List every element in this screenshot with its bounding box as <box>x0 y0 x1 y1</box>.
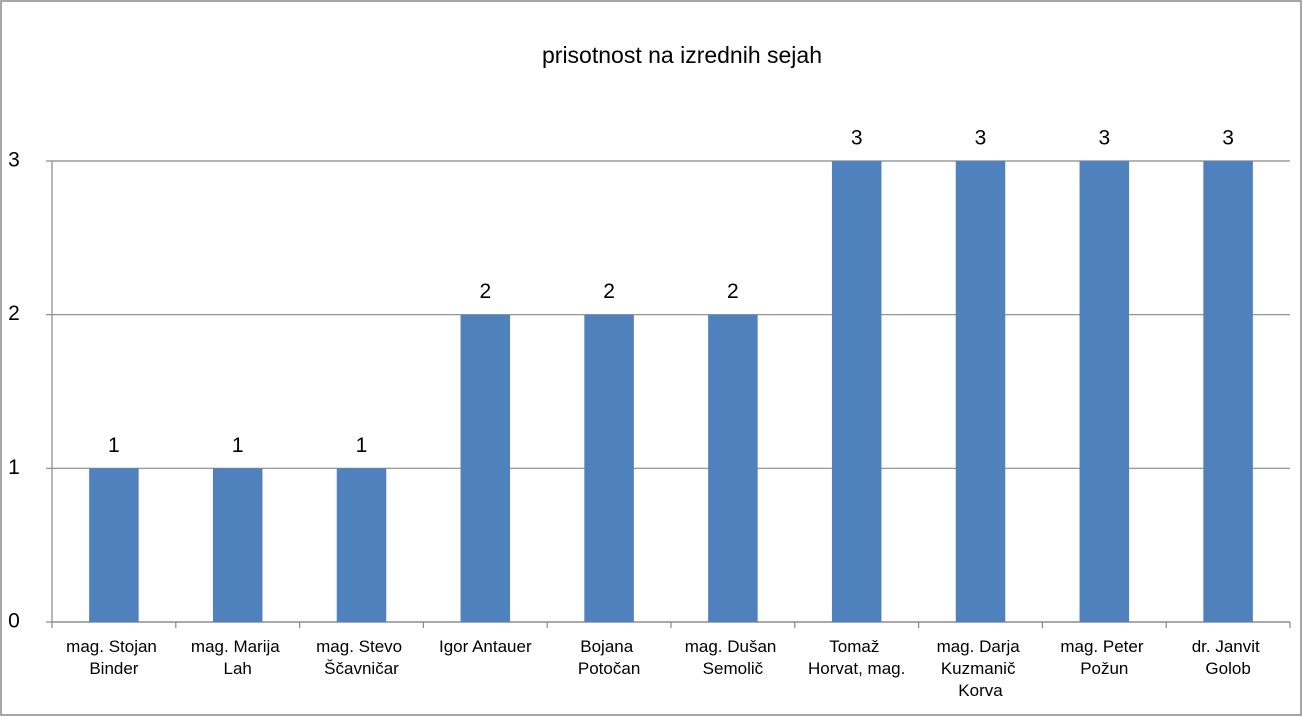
bar <box>89 468 139 622</box>
bar <box>584 314 634 622</box>
bar <box>212 468 263 622</box>
x-tick-label: mag. Dušan Semolič <box>685 637 781 678</box>
x-tick-label: mag. Marija Lah <box>191 637 285 678</box>
x-tick-label: Tomaž Horvat, mag. <box>808 637 905 678</box>
bar <box>336 468 387 622</box>
x-tick-label: Bojana Potočan <box>578 637 640 678</box>
data-label: 2 <box>479 280 491 303</box>
bar <box>708 314 758 622</box>
y-tick-label: 3 <box>8 149 20 172</box>
bar <box>1079 161 1130 622</box>
x-tick-label: dr. Janvit Golob <box>1192 637 1265 678</box>
x-tick-label: mag. Darja Kuzmanič Korva <box>937 637 1025 700</box>
bar <box>1203 161 1253 622</box>
data-label: 1 <box>108 434 120 457</box>
data-label: 2 <box>603 280 615 303</box>
bar <box>460 314 511 622</box>
data-label: 2 <box>727 280 739 303</box>
bar <box>955 161 1006 622</box>
x-tick-label: mag. Peter Požun <box>1060 637 1148 678</box>
data-label: 3 <box>1098 127 1110 150</box>
data-label: 3 <box>851 127 863 150</box>
y-tick-label: 1 <box>8 456 20 479</box>
data-label: 1 <box>356 434 368 457</box>
y-tick-label: 2 <box>8 302 20 325</box>
x-tick-label: mag. Stojan Binder <box>66 637 161 678</box>
data-label: 3 <box>1222 127 1234 150</box>
y-tick-label: 0 <box>8 610 20 633</box>
x-tick-label: Igor Antauer <box>439 637 532 656</box>
bar <box>831 161 882 622</box>
chart-title: prisotnost na izrednih sejah <box>542 42 822 68</box>
x-tick-label: mag. Stevo Ščavničar <box>316 637 407 678</box>
data-label: 3 <box>975 127 987 150</box>
data-label: 1 <box>232 434 244 457</box>
